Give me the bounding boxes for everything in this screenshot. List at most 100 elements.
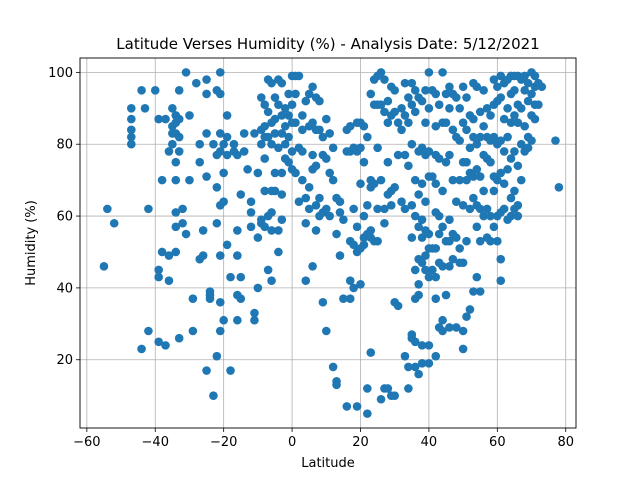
- data-point: [349, 204, 358, 214]
- data-point: [250, 315, 259, 325]
- data-point: [325, 168, 335, 178]
- data-point: [253, 283, 263, 293]
- data-point: [424, 272, 434, 282]
- data-point: [127, 103, 136, 113]
- data-point: [513, 211, 523, 221]
- data-point: [462, 312, 471, 321]
- data-point: [144, 326, 153, 336]
- data-point: [246, 222, 256, 232]
- data-point: [298, 125, 307, 135]
- data-point: [157, 247, 167, 257]
- data-point: [414, 280, 423, 289]
- data-point: [400, 111, 410, 120]
- data-point: [243, 165, 252, 174]
- data-point: [431, 294, 441, 303]
- data-point: [451, 233, 461, 242]
- data-point: [154, 265, 163, 275]
- data-point: [407, 233, 417, 242]
- data-point: [315, 193, 324, 203]
- data-point: [417, 215, 427, 224]
- data-point: [407, 139, 417, 149]
- data-point: [499, 179, 509, 189]
- data-point: [380, 204, 389, 214]
- data-point: [205, 294, 215, 303]
- data-point: [428, 265, 437, 275]
- data-point: [407, 100, 417, 109]
- x-axis-label: Latitude: [301, 456, 355, 471]
- data-point: [174, 114, 184, 124]
- data-point: [506, 154, 516, 163]
- data-point: [188, 326, 198, 336]
- data-point: [438, 262, 447, 271]
- data-point: [438, 68, 447, 77]
- data-point: [267, 276, 276, 286]
- data-point: [414, 190, 423, 199]
- data-point: [523, 96, 533, 106]
- data-point: [407, 200, 417, 210]
- data-point: [462, 125, 471, 135]
- data-point: [455, 103, 464, 113]
- data-point: [448, 125, 458, 135]
- data-point: [417, 341, 427, 350]
- data-point: [137, 344, 146, 354]
- data-point: [219, 197, 228, 206]
- data-point: [441, 157, 451, 167]
- data-point: [328, 143, 338, 153]
- data-point: [219, 168, 228, 178]
- data-point: [291, 89, 300, 99]
- data-point: [127, 125, 136, 135]
- data-point: [157, 175, 167, 185]
- x-tick-label: −20: [210, 435, 237, 450]
- x-tick-label: −40: [142, 435, 169, 450]
- data-point: [475, 287, 485, 296]
- data-point: [339, 294, 348, 303]
- data-point: [318, 132, 328, 142]
- data-point: [260, 121, 270, 131]
- data-point: [462, 236, 471, 246]
- data-point: [140, 103, 150, 113]
- data-point: [424, 103, 434, 113]
- data-point: [390, 86, 400, 95]
- data-point: [280, 121, 290, 131]
- data-point: [267, 139, 276, 149]
- data-point: [383, 96, 393, 106]
- data-point: [376, 394, 386, 404]
- data-point: [489, 186, 499, 196]
- data-point: [390, 391, 400, 400]
- data-point: [410, 175, 420, 185]
- data-point: [513, 161, 523, 171]
- data-point: [445, 236, 454, 246]
- data-point: [438, 326, 447, 336]
- data-point: [369, 179, 379, 189]
- data-point: [465, 305, 475, 314]
- data-point: [448, 254, 458, 264]
- data-point: [486, 157, 495, 167]
- data-point: [215, 147, 225, 156]
- data-point: [202, 75, 211, 84]
- data-point: [445, 103, 454, 113]
- data-point: [215, 129, 225, 138]
- data-point: [356, 280, 365, 289]
- y-tick-label: 20: [56, 353, 73, 368]
- data-point: [174, 333, 184, 343]
- data-point: [171, 222, 181, 232]
- data-point: [215, 251, 225, 260]
- data-point: [363, 132, 372, 142]
- data-point: [482, 204, 492, 214]
- data-point: [393, 150, 403, 160]
- data-point: [407, 78, 417, 88]
- data-point: [404, 362, 413, 372]
- data-point: [161, 114, 170, 124]
- data-point: [253, 233, 263, 242]
- data-point: [404, 93, 413, 102]
- data-point: [219, 315, 228, 325]
- data-point: [274, 100, 283, 109]
- data-point: [373, 236, 382, 246]
- data-point: [499, 114, 509, 124]
- chart-title: Latitude Verses Humidity (%) - Analysis …: [116, 35, 539, 53]
- data-point: [421, 86, 430, 95]
- data-point: [250, 308, 259, 318]
- data-point: [103, 204, 112, 214]
